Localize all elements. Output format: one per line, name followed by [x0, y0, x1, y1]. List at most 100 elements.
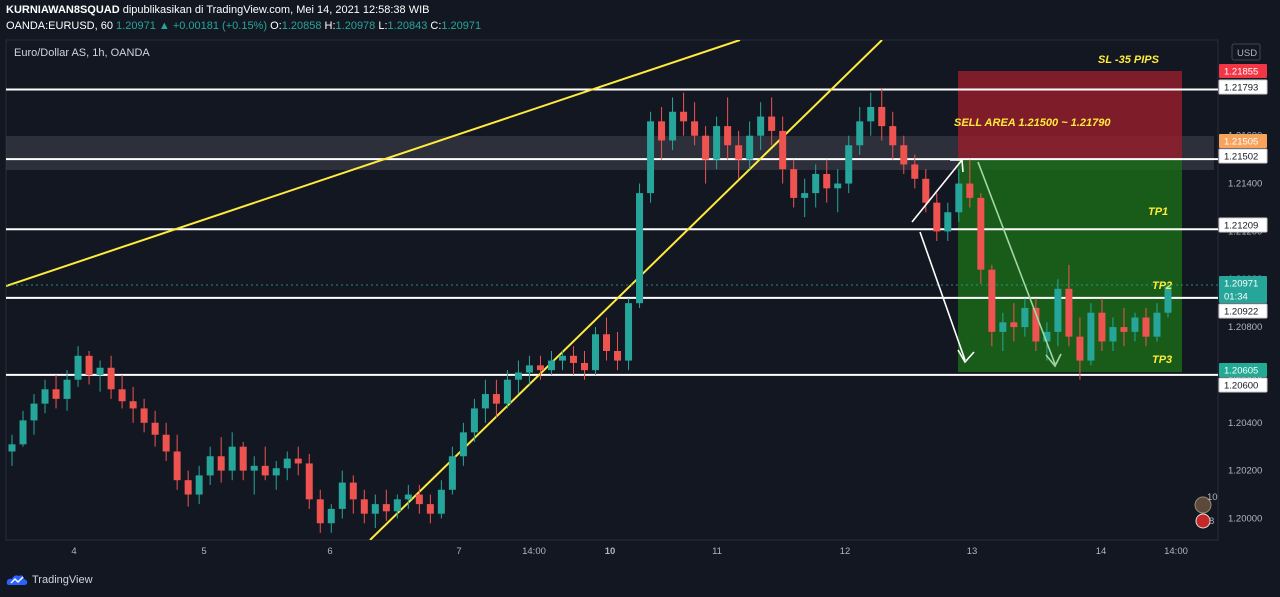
candle[interactable]: [184, 470, 192, 507]
candle[interactable]: [503, 370, 511, 409]
flag-icon[interactable]: [1195, 513, 1211, 529]
candle[interactable]: [569, 346, 577, 375]
candle[interactable]: [173, 434, 181, 490]
candle[interactable]: [1098, 298, 1106, 352]
candle[interactable]: [999, 312, 1007, 352]
candle[interactable]: [19, 410, 27, 447]
candle[interactable]: [911, 154, 919, 189]
candle[interactable]: [779, 116, 787, 184]
candle[interactable]: [1076, 317, 1084, 380]
candle[interactable]: [614, 331, 622, 371]
candle[interactable]: [1032, 298, 1040, 352]
candle[interactable]: [658, 106, 666, 160]
candle[interactable]: [1054, 279, 1062, 347]
candle[interactable]: [96, 360, 104, 392]
candle[interactable]: [129, 386, 137, 423]
candle[interactable]: [459, 422, 467, 466]
candle[interactable]: [636, 183, 644, 308]
candle[interactable]: [603, 317, 611, 361]
candle[interactable]: [790, 159, 798, 208]
candle[interactable]: [294, 446, 302, 476]
candle[interactable]: [746, 121, 754, 170]
candle[interactable]: [250, 456, 258, 495]
candle[interactable]: [525, 355, 533, 385]
candle[interactable]: [393, 494, 401, 519]
candle[interactable]: [8, 434, 16, 466]
white-arrow-down[interactable]: [919, 231, 966, 361]
candle[interactable]: [239, 441, 247, 481]
candle[interactable]: [404, 484, 412, 509]
candle[interactable]: [437, 480, 445, 519]
candle[interactable]: [316, 489, 324, 533]
candle[interactable]: [63, 370, 71, 411]
candle[interactable]: [107, 355, 115, 399]
candle[interactable]: [1021, 298, 1029, 337]
candle[interactable]: [900, 135, 908, 174]
candle[interactable]: [867, 92, 875, 136]
candle[interactable]: [1120, 307, 1128, 347]
candle[interactable]: [1142, 307, 1150, 347]
candle[interactable]: [52, 374, 60, 409]
candle[interactable]: [360, 489, 368, 524]
candle[interactable]: [889, 111, 897, 160]
lower-trendline[interactable]: [369, 40, 883, 540]
candle[interactable]: [217, 437, 225, 483]
candle[interactable]: [933, 193, 941, 241]
candle[interactable]: [195, 465, 203, 505]
event-icons[interactable]: 10 8: [1194, 492, 1218, 529]
candle[interactable]: [305, 453, 313, 509]
candle[interactable]: [680, 92, 688, 136]
candle[interactable]: [878, 87, 886, 141]
candle[interactable]: [448, 446, 456, 495]
candle[interactable]: [856, 106, 864, 155]
candle[interactable]: [812, 164, 820, 208]
candle[interactable]: [470, 398, 478, 442]
candle[interactable]: [492, 379, 500, 418]
candle[interactable]: [735, 130, 743, 179]
candle[interactable]: [1065, 264, 1073, 347]
candle[interactable]: [625, 298, 633, 371]
candle[interactable]: [1164, 284, 1172, 318]
candle[interactable]: [140, 398, 148, 433]
candle[interactable]: [272, 461, 280, 490]
candle[interactable]: [702, 126, 710, 184]
upper-trendline[interactable]: [6, 40, 741, 287]
candle[interactable]: [955, 169, 963, 222]
candle[interactable]: [669, 97, 677, 151]
candle[interactable]: [118, 374, 126, 409]
candle[interactable]: [162, 422, 170, 462]
candle[interactable]: [724, 97, 732, 160]
candle[interactable]: [349, 475, 357, 514]
candle[interactable]: [1010, 303, 1018, 342]
candle[interactable]: [558, 351, 566, 371]
symbol-label[interactable]: OANDA:EURUSD, 60: [6, 20, 113, 32]
candle[interactable]: [977, 193, 985, 285]
candle[interactable]: [1153, 303, 1161, 342]
candle[interactable]: [206, 446, 214, 485]
candle[interactable]: [823, 159, 831, 203]
candle[interactable]: [536, 355, 544, 380]
candle[interactable]: [944, 202, 952, 241]
candle[interactable]: [481, 379, 489, 423]
green-arrow-down[interactable]: [977, 161, 1056, 365]
candle[interactable]: [283, 451, 291, 481]
white-arrow-up[interactable]: [911, 159, 963, 223]
publisher-name[interactable]: KURNIAWAN8SQUAD: [6, 4, 120, 16]
candle[interactable]: [30, 394, 38, 435]
candle[interactable]: [338, 470, 346, 519]
currency-button[interactable]: USD: [1231, 43, 1261, 61]
candle[interactable]: [426, 494, 434, 524]
candle[interactable]: [691, 102, 699, 146]
event-icon[interactable]: [1194, 496, 1212, 514]
candle[interactable]: [966, 159, 974, 208]
candle[interactable]: [1131, 312, 1139, 342]
tradingview-logo[interactable]: TradingView: [6, 573, 93, 587]
candle[interactable]: [580, 351, 588, 380]
candle[interactable]: [261, 446, 269, 481]
candle[interactable]: [1087, 303, 1095, 366]
candle[interactable]: [834, 169, 842, 213]
candle[interactable]: [801, 178, 809, 218]
candle[interactable]: [845, 135, 853, 194]
candle[interactable]: [647, 111, 655, 203]
